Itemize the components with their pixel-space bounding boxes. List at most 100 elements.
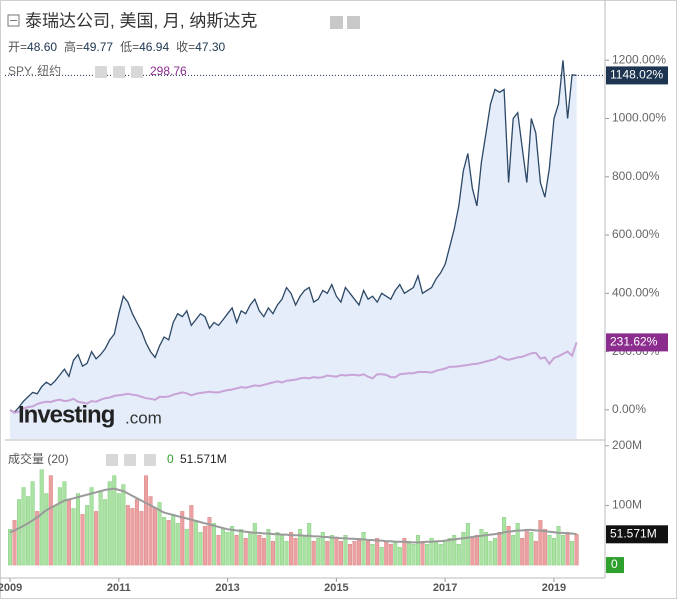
volume-bar — [184, 529, 189, 566]
volume-bar — [452, 535, 457, 566]
volume-bar — [316, 538, 321, 566]
volume-bar — [311, 541, 316, 566]
volume-bar — [388, 543, 393, 566]
volume-bar — [216, 535, 221, 566]
volume-bar — [257, 535, 262, 566]
volume-bar — [121, 484, 126, 566]
ohlc-label: 开= — [8, 40, 27, 54]
volume-last-label-box — [606, 525, 668, 544]
chart-title: 泰瑞达公司, 美国, 月, 纳斯达克 — [25, 11, 257, 30]
zero-label: 0 — [611, 557, 618, 571]
y-tick-label: 400.00% — [612, 286, 660, 300]
volume-bar — [379, 546, 384, 566]
volume-bar — [26, 496, 31, 566]
ohlc-value: 46.94 — [139, 40, 169, 54]
y-tick-label: 1200.00% — [612, 52, 666, 66]
volume-bar — [107, 481, 112, 566]
volume-bar — [524, 529, 529, 566]
volume-bar — [352, 541, 357, 566]
volume-bar — [171, 514, 176, 566]
volume-bar — [153, 508, 158, 566]
ohlc-label: 高= — [64, 39, 83, 54]
volume-bar — [420, 541, 425, 566]
volume-bar — [148, 496, 153, 566]
volume-bar — [361, 532, 366, 566]
x-tick-label: 2011 — [107, 582, 131, 594]
volume-bar — [284, 541, 289, 566]
spy-icon[interactable] — [131, 66, 143, 78]
volume-bar — [488, 541, 493, 566]
volume-bar — [266, 529, 271, 566]
volume-icon[interactable] — [124, 454, 136, 466]
volume-bar — [225, 532, 230, 566]
y-tick-label: 800.00% — [612, 169, 660, 183]
line — [9, 342, 578, 414]
volume-bar — [143, 475, 148, 566]
x-tick-label: 2017 — [433, 582, 457, 594]
volume-legend-value: 0 — [167, 452, 174, 466]
volume-bar — [289, 532, 294, 566]
volume-bar — [193, 520, 198, 566]
volume-bar — [80, 514, 85, 566]
last-value-label: 231.62% — [610, 335, 658, 349]
volume-bar — [98, 490, 103, 566]
volume-bar — [293, 538, 298, 566]
volume-bar — [397, 546, 402, 566]
volume-bar — [71, 508, 76, 566]
volume-bar — [7, 529, 12, 566]
line — [9, 60, 577, 414]
gear-icon[interactable] — [347, 16, 360, 29]
watermark-suffix: .com — [125, 408, 162, 427]
volume-bar — [533, 541, 538, 566]
collapse-icon[interactable] — [7, 14, 20, 27]
moving-average — [9, 487, 577, 544]
volume-bar — [211, 523, 216, 566]
volume-bar — [338, 541, 343, 566]
volume-bar — [465, 523, 470, 566]
volume-bar — [298, 529, 303, 566]
volume-bar — [447, 538, 452, 566]
volume-bar — [325, 541, 330, 566]
volume-bar — [334, 538, 339, 566]
volume-bar — [62, 481, 67, 566]
volume-bar — [53, 505, 58, 566]
volume-bar — [48, 475, 53, 566]
volume-bar — [443, 541, 448, 566]
volume-bar — [85, 505, 90, 566]
volume-bar — [94, 511, 99, 566]
spy-icon[interactable] — [113, 66, 125, 78]
volume-bar — [502, 517, 507, 566]
spy-icon[interactable] — [95, 66, 107, 78]
volume-bar — [252, 523, 257, 566]
x-tick-label: 2013 — [215, 582, 239, 594]
volume-last-label: 51.571M — [610, 526, 657, 540]
volume-bar — [66, 499, 71, 566]
last-value-label: 1148.02% — [610, 68, 663, 82]
volume-bar — [561, 535, 566, 566]
volume-bar — [275, 532, 280, 566]
volume-bar — [239, 529, 244, 566]
settings-icon[interactable] — [330, 16, 343, 29]
x-tick-label: 2019 — [542, 582, 566, 594]
volume-icon[interactable] — [144, 454, 156, 466]
volume-bar — [406, 541, 411, 566]
volume-bar — [461, 532, 466, 566]
volume-bar — [134, 499, 139, 566]
y-tick-label: 100M — [612, 498, 642, 512]
volume-legend-last: 51.571M — [180, 452, 227, 466]
last-value-label-box — [606, 333, 668, 352]
ohlc-value: 47.30 — [195, 40, 225, 54]
volume-bar — [515, 523, 520, 566]
volume-bar — [189, 505, 194, 566]
volume-legend: 成交量 (20) — [8, 451, 69, 466]
volume-bar — [425, 543, 430, 566]
volume-bar — [483, 532, 488, 566]
volume-icon[interactable] — [106, 454, 118, 466]
volume-bar — [429, 538, 434, 566]
area — [10, 60, 577, 440]
ohlc-label: 低= — [120, 40, 139, 54]
volume-bar — [415, 535, 420, 566]
volume-bar — [270, 541, 275, 566]
volume-bar — [302, 535, 307, 566]
volume-bar — [570, 541, 575, 566]
